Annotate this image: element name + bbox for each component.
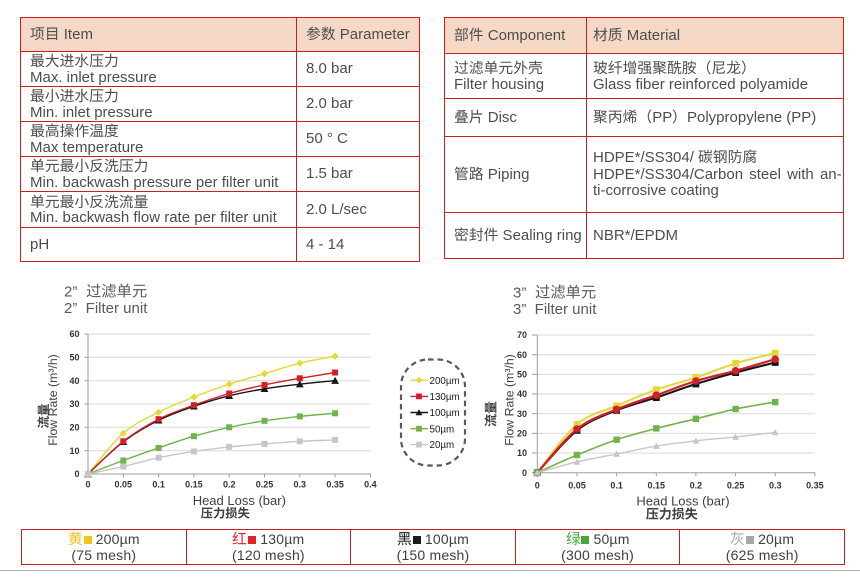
svg-text:0.35: 0.35 [806,481,824,491]
svg-text:30: 30 [69,399,79,409]
svg-text:Head Loss (bar): Head Loss (bar) [636,494,729,509]
svg-text:0.25: 0.25 [256,479,274,489]
svg-text:0.3: 0.3 [294,479,307,489]
svg-text:0.3: 0.3 [769,481,782,491]
svg-text:20: 20 [517,429,527,439]
svg-text:50: 50 [69,353,79,363]
svg-text:130µm: 130µm [430,392,460,403]
svg-text:30: 30 [517,409,527,419]
svg-text:0.25: 0.25 [727,481,745,491]
svg-text:Head Loss (bar): Head Loss (bar) [193,493,286,508]
svg-text:0.05: 0.05 [115,479,133,489]
svg-text:0.05: 0.05 [568,481,586,491]
svg-text:40: 40 [69,376,79,386]
svg-text:0.1: 0.1 [610,481,623,491]
svg-text:0.4: 0.4 [364,479,377,489]
svg-text:50µm: 50µm [430,424,455,435]
svg-text:200µm: 200µm [430,376,460,387]
svg-text:20: 20 [69,423,79,433]
svg-text:20µm: 20µm [430,440,455,451]
svg-text:10: 10 [517,448,527,458]
svg-text:0.15: 0.15 [648,481,666,491]
svg-text:Flow Rate (m³/h): Flow Rate (m³/h) [503,354,517,446]
svg-text:0: 0 [74,469,79,479]
svg-text:0.2: 0.2 [223,479,236,489]
svg-text:0.15: 0.15 [185,479,203,489]
svg-text:40: 40 [517,389,527,399]
svg-text:Flow Rate (m³/h): Flow Rate (m³/h) [46,354,60,446]
svg-text:60: 60 [69,329,79,339]
svg-text:0.35: 0.35 [326,479,344,489]
svg-text:50: 50 [517,370,527,380]
svg-text:100µm: 100µm [430,408,460,419]
svg-text:70: 70 [517,330,527,340]
svg-text:0.2: 0.2 [690,481,703,491]
svg-text:0: 0 [535,481,540,491]
svg-text:0: 0 [85,479,90,489]
svg-text:0.1: 0.1 [152,479,165,489]
svg-text:60: 60 [517,350,527,360]
svg-text:10: 10 [69,446,79,456]
svg-text:0: 0 [522,468,527,478]
